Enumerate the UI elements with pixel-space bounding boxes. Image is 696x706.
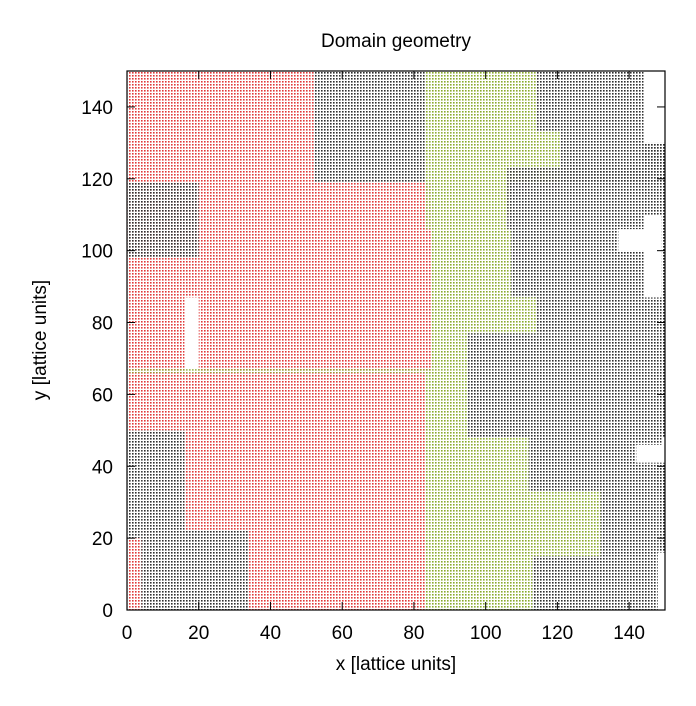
y-tick-label: 140 — [81, 98, 113, 119]
region-cell — [313, 71, 425, 183]
region-cell — [184, 430, 249, 531]
region-cell — [141, 430, 185, 531]
x-tick-label: 140 — [613, 623, 645, 644]
y-tick-label: 120 — [81, 170, 113, 191]
region-cell — [424, 182, 511, 215]
plot-frame — [126, 70, 666, 611]
y-tick-label: 80 — [92, 314, 113, 335]
region-cell — [127, 430, 142, 539]
empty-region — [618, 243, 662, 251]
region-cell — [424, 437, 529, 492]
region-cell — [467, 333, 662, 370]
x-axis-ticks: 0 20 40 60 80 100 120 140 — [122, 71, 645, 644]
region-cell — [424, 71, 536, 133]
y-tick-label: 40 — [92, 457, 113, 478]
region-cell — [424, 491, 601, 557]
x-tick-label: 120 — [542, 623, 574, 644]
x-axis-label: x [lattice units] — [336, 654, 456, 675]
region-cell — [661, 214, 665, 438]
region-cell — [127, 182, 199, 258]
region-cell — [424, 132, 561, 169]
region-cell — [431, 297, 536, 334]
empty-region — [643, 221, 662, 298]
region-cell — [424, 182, 432, 373]
region-cell — [184, 372, 249, 431]
region-cell — [127, 369, 425, 373]
y-tick-label: 100 — [81, 242, 113, 263]
region-cell — [248, 372, 425, 610]
region-cell — [127, 71, 314, 183]
x-tick-label: 80 — [403, 623, 424, 644]
hole-overlay — [618, 71, 665, 610]
region-cell — [424, 369, 468, 438]
region-cell — [467, 369, 662, 438]
region-cell — [431, 333, 468, 370]
y-tick-label: 20 — [92, 529, 113, 550]
region-cell — [643, 142, 665, 215]
region-cell — [657, 462, 665, 557]
x-tick-label: 100 — [470, 623, 502, 644]
region-cell — [127, 297, 185, 431]
x-tick-label: 20 — [188, 623, 209, 644]
region-cell — [141, 530, 249, 610]
region-cell — [535, 297, 662, 334]
region-cell — [535, 71, 644, 133]
x-tick-label: 60 — [332, 623, 353, 644]
region-cell — [510, 229, 619, 251]
region-cell — [650, 556, 658, 610]
y-axis-ticks: 0 20 40 60 80 100 120 140 — [81, 98, 665, 622]
region-cell — [424, 214, 508, 230]
empty-region — [643, 71, 665, 143]
chart-title: Domain geometry — [321, 31, 471, 52]
y-tick-label: 60 — [92, 385, 113, 406]
region-cell — [431, 229, 511, 298]
empty-region — [636, 444, 665, 463]
region-cell — [424, 556, 533, 610]
region-cell — [198, 182, 425, 373]
region-cell — [532, 556, 651, 610]
x-tick-label: 40 — [260, 623, 281, 644]
region-cell — [127, 538, 142, 610]
region-cell — [600, 491, 658, 557]
y-axis-label: y [lattice units] — [30, 280, 51, 400]
y-tick-label: 0 — [102, 601, 113, 622]
empty-region — [657, 552, 665, 610]
x-tick-label: 0 — [122, 623, 133, 644]
lattice-regions — [127, 71, 665, 610]
region-cell — [510, 250, 644, 298]
